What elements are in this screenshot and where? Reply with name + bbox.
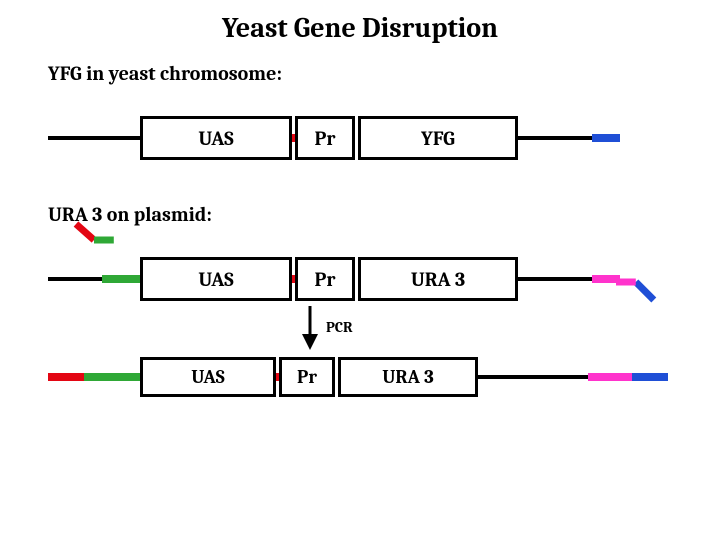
construct-2: UASPrURA 3 [0, 254, 720, 304]
line-segment [592, 134, 620, 142]
gene-box: URA 3 [358, 257, 518, 301]
gene-box: UAS [140, 357, 276, 397]
pcr-label: PCR [326, 318, 353, 336]
gene-box: URA 3 [338, 357, 478, 397]
line-segment [48, 373, 84, 381]
gene-box: UAS [140, 116, 292, 160]
primer-icon [84, 232, 144, 272]
pcr-step: PCR [0, 304, 720, 352]
gene-box: YFG [358, 116, 518, 160]
line-segment [478, 375, 588, 379]
line-segment [48, 136, 140, 140]
line-segment [84, 373, 140, 381]
construct-3: UASPrURA 3 [0, 352, 720, 402]
line-segment [102, 275, 140, 283]
page-title: Yeast Gene Disruption [0, 0, 720, 44]
section-1-label: YFG in yeast chromosome: [0, 62, 720, 85]
line-segment [632, 373, 668, 381]
gene-box: Pr [295, 257, 355, 301]
construct-1: UASPrYFG [0, 113, 720, 163]
section-2-label: URA 3 on plasmid: [0, 203, 720, 226]
line-segment [588, 373, 632, 381]
gene-box: UAS [140, 257, 292, 301]
gene-box: Pr [295, 116, 355, 160]
pcr-arrow-icon [300, 304, 320, 352]
gene-box: Pr [279, 357, 335, 397]
